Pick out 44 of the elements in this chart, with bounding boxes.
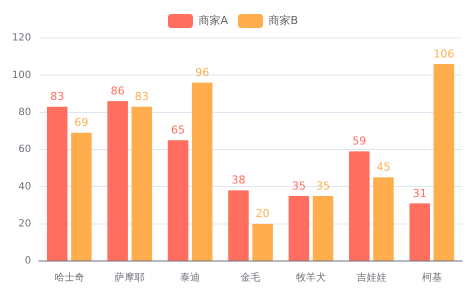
x-tick-label: 吉娃娃 (356, 272, 386, 284)
data-label: 96 (195, 66, 210, 79)
legend-label: 商家B (268, 14, 298, 27)
x-tick-label: 牧羊犬 (296, 272, 326, 284)
data-label: 35 (316, 179, 330, 192)
bar (46, 106, 68, 260)
y-tick-label: 0 (24, 256, 32, 267)
bar (312, 196, 334, 260)
y-tick-label: 60 (18, 144, 32, 156)
x-tick-label: 泰迪 (180, 272, 200, 284)
y-tick-label: 120 (12, 32, 32, 44)
bar (107, 101, 128, 260)
bar (434, 64, 454, 260)
y-tick-label: 100 (12, 70, 32, 81)
data-label: 38 (231, 174, 246, 187)
data-label: 35 (292, 179, 306, 192)
x-tick-label: 柯基 (422, 272, 442, 284)
bar (168, 140, 188, 260)
data-label: 45 (376, 160, 390, 174)
data-label: 31 (412, 186, 427, 200)
bar (192, 82, 212, 260)
data-label: 65 (171, 124, 186, 137)
data-label: 69 (74, 116, 88, 130)
bar (349, 151, 370, 260)
legend-label: 商家A (198, 14, 228, 27)
bar (228, 190, 249, 260)
bar (373, 177, 394, 260)
bar (71, 132, 92, 260)
bar (132, 106, 152, 260)
y-tick-label: 80 (18, 106, 32, 118)
data-label: 59 (352, 134, 366, 148)
data-label: 106 (433, 47, 454, 60)
data-label: 20 (256, 207, 270, 220)
bar (252, 224, 273, 260)
y-tick-label: 40 (18, 181, 32, 192)
y-tick-label: 20 (18, 218, 32, 230)
x-tick-label: 哈士奇 (54, 272, 84, 284)
data-label: 83 (134, 90, 149, 104)
bar (288, 196, 310, 260)
data-label: 86 (110, 84, 125, 98)
data-label: 83 (50, 90, 64, 104)
x-tick-label: 金毛 (240, 272, 261, 284)
x-tick-label: 萨摩耶 (114, 272, 145, 284)
bar (409, 203, 430, 260)
